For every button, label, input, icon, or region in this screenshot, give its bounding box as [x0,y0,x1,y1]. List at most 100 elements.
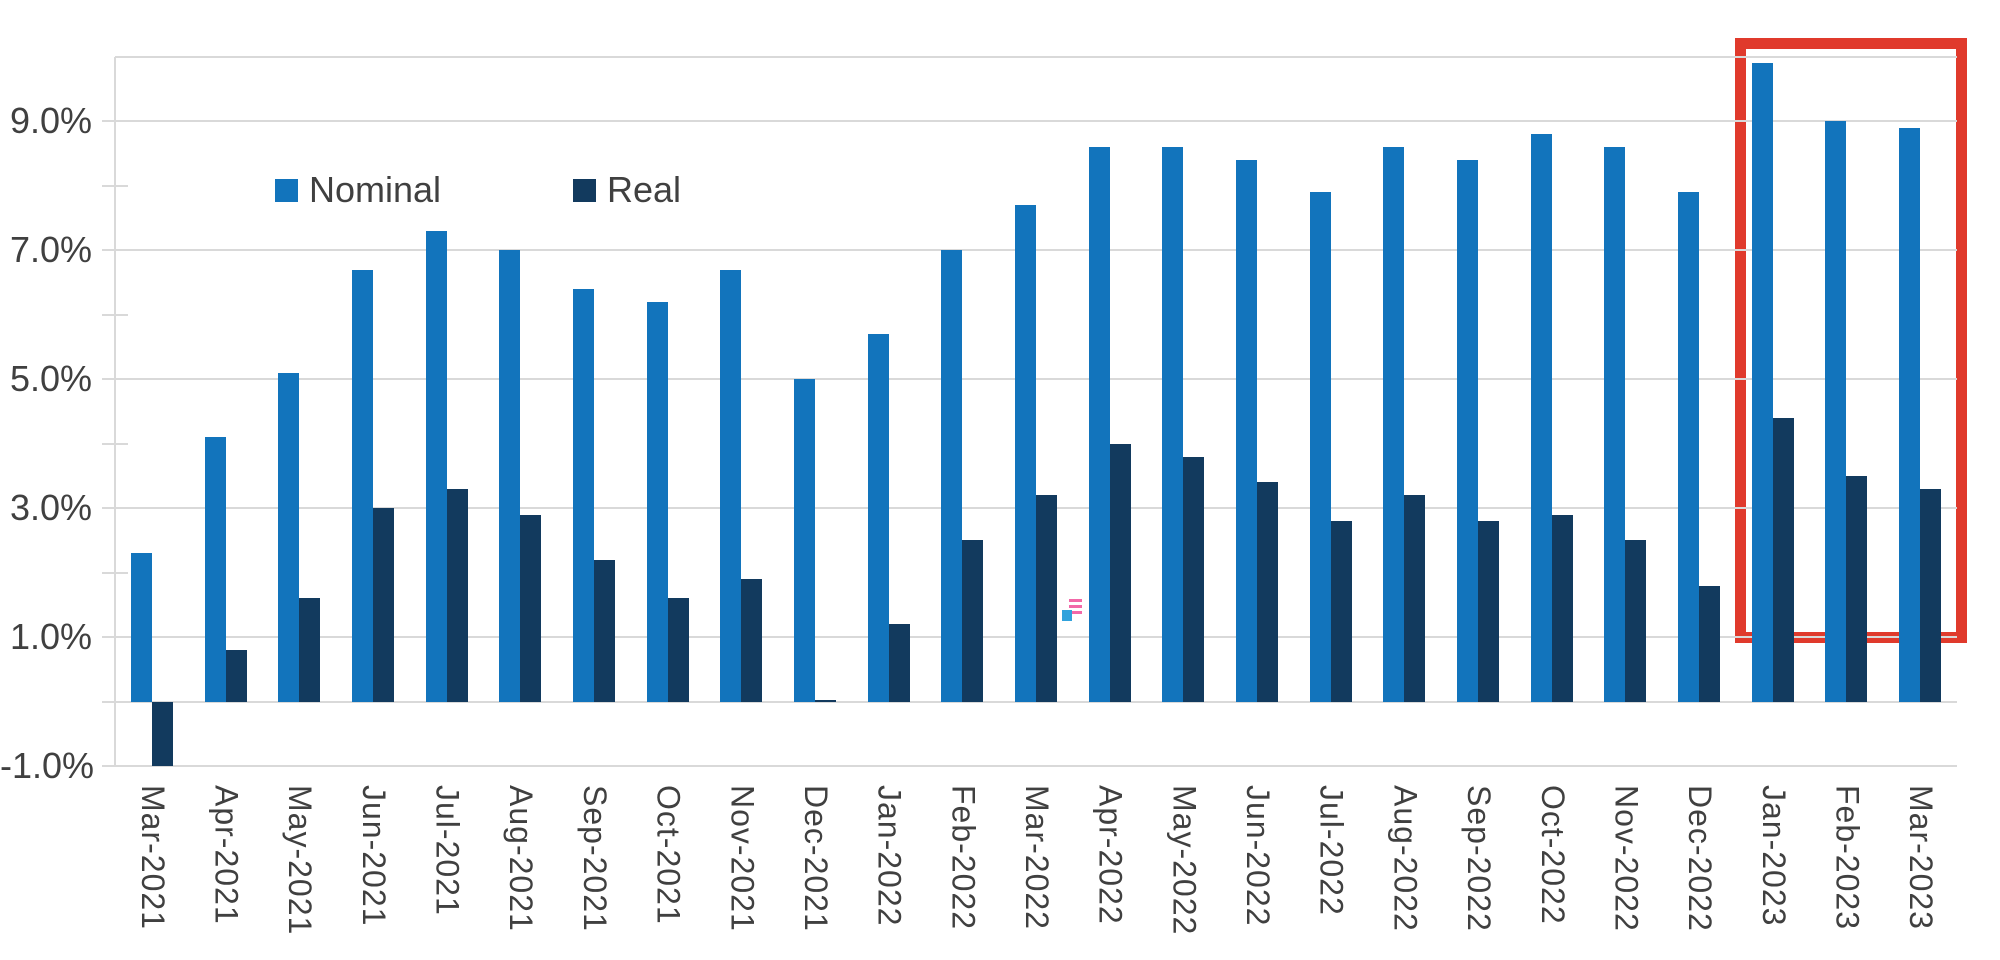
bar-real-Jun-2021 [372,508,394,702]
y-tick-5 [102,378,128,381]
bar-nominal-Jan-2022 [867,334,889,702]
bar-real-Mar-2021 [151,701,173,766]
legend-nominal-label: Nominal [309,169,442,210]
y-tick-4 [102,442,128,445]
gridline-5 [115,378,1957,381]
bar-nominal-Sep-2021 [572,289,594,702]
bar-nominal-Jan-2023 [1751,63,1773,702]
bar-nominal-Apr-2021 [204,437,226,702]
y-axis-label: 9.0% [9,100,92,142]
bar-nominal-Dec-2021 [793,379,815,702]
x-axis-label-Aug-2022: Aug-2022 [1387,785,1424,932]
y-tick-3 [102,507,128,510]
bar-nominal-Jun-2021 [351,269,373,702]
y-tick-8 [102,184,128,187]
bar-nominal-Aug-2021 [499,250,521,702]
bar-real-Jul-2021 [446,488,468,702]
bar-real-Dec-2022 [1699,585,1721,702]
x-axis-label-Mar-2021: Mar-2021 [134,785,171,930]
y-tick-7 [102,249,128,252]
bar-real-Jan-2022 [888,624,910,702]
legend-item-real: Real [573,169,681,211]
bar-real-Mar-2023 [1920,488,1942,702]
x-axis-label-Dec-2021: Dec-2021 [797,785,834,932]
bar-real-Dec-2021 [814,699,836,702]
x-axis-label-May-2021: May-2021 [282,785,319,936]
bar-nominal-Jul-2022 [1309,192,1331,702]
x-axis-label-Jan-2022: Jan-2022 [871,785,908,927]
legend-item-nominal: Nominal [275,169,441,211]
x-axis-label-Jul-2022: Jul-2022 [1313,785,1350,916]
bar-nominal-Nov-2022 [1604,147,1626,702]
x-axis-label-Feb-2023: Feb-2023 [1829,785,1866,930]
bar-real-May-2022 [1183,456,1205,702]
bar-real-Jun-2022 [1257,482,1279,702]
y-axis-label: 1.0% [9,616,92,658]
x-axis-label-Nov-2021: Nov-2021 [724,785,761,932]
x-axis-label-Apr-2021: Apr-2021 [208,785,245,925]
real-swatch-icon [573,178,596,202]
bar-real-Nov-2021 [741,579,763,702]
watermark-artifact-icon [1062,599,1082,623]
y-axis-label: 7.0% [9,229,92,271]
bar-real-Oct-2021 [667,598,689,702]
x-axis-label-Sep-2021: Sep-2021 [576,785,613,932]
bar-real-Feb-2023 [1846,475,1868,702]
bar-real-Sep-2022 [1478,521,1500,702]
bar-real-Jan-2023 [1772,417,1794,702]
y-axis-line [114,57,116,766]
bar-nominal-May-2021 [278,372,300,702]
bar-real-May-2021 [299,598,321,702]
nominal-swatch-icon [275,178,298,202]
bar-nominal-Feb-2023 [1825,121,1847,702]
x-axis-label-Jun-2021: Jun-2021 [355,785,392,927]
bar-real-Aug-2022 [1404,495,1426,702]
gridline--1 [115,765,1957,767]
bar-nominal-Apr-2022 [1088,147,1110,702]
x-axis-label-Apr-2022: Apr-2022 [1092,785,1129,925]
y-tick-0 [102,700,128,703]
bar-real-Apr-2021 [225,649,247,702]
x-axis-label-Aug-2021: Aug-2021 [503,785,540,932]
x-axis-label-Mar-2023: Mar-2023 [1903,785,1940,930]
bar-nominal-Oct-2021 [646,301,668,702]
y-tick-1 [102,636,128,639]
bar-nominal-Jul-2021 [425,231,447,702]
y-axis-label: 3.0% [9,487,92,529]
x-axis-label-Oct-2022: Oct-2022 [1534,785,1571,925]
legend-real-label: Real [607,169,682,210]
y-tick-2 [102,571,128,574]
bar-nominal-Dec-2022 [1678,192,1700,702]
gridline-10 [115,56,1957,58]
bar-nominal-Jun-2022 [1236,160,1258,702]
x-axis-label-Dec-2022: Dec-2022 [1682,785,1719,932]
y-tick--1 [102,765,128,767]
bar-real-Feb-2022 [962,540,984,702]
bar-real-Apr-2022 [1109,443,1131,702]
x-axis-label-Jan-2023: Jan-2023 [1755,785,1792,927]
bar-nominal-Aug-2022 [1383,147,1405,702]
bar-real-Mar-2022 [1036,495,1057,702]
plot-area: Nominal Real [102,38,1967,767]
gridline-7 [115,249,1957,252]
x-axis-label-Jul-2021: Jul-2021 [429,785,466,916]
x-axis-label-Sep-2022: Sep-2022 [1461,785,1498,932]
bar-nominal-Sep-2022 [1457,160,1479,702]
bar-nominal-Mar-2023 [1899,127,1921,702]
y-axis-label: -1.0% [0,745,95,786]
y-tick-9 [102,120,128,123]
x-axis-label-Mar-2022: Mar-2022 [1019,785,1055,930]
x-axis-label-Nov-2022: Nov-2022 [1608,785,1645,932]
bar-nominal-Feb-2022 [941,250,963,702]
bar-real-Aug-2021 [520,514,542,702]
x-axis-label-Oct-2021: Oct-2021 [650,785,687,925]
x-axis-label-May-2022: May-2022 [1166,785,1203,936]
x-axis-label-Feb-2022: Feb-2022 [945,785,982,930]
bar-real-Nov-2022 [1625,540,1647,702]
bar-nominal-Nov-2021 [720,269,742,702]
bar-real-Sep-2021 [593,559,615,702]
y-tick-6 [102,313,128,316]
bar-nominal-Oct-2022 [1530,134,1552,702]
bar-nominal-Mar-2021 [130,553,152,702]
